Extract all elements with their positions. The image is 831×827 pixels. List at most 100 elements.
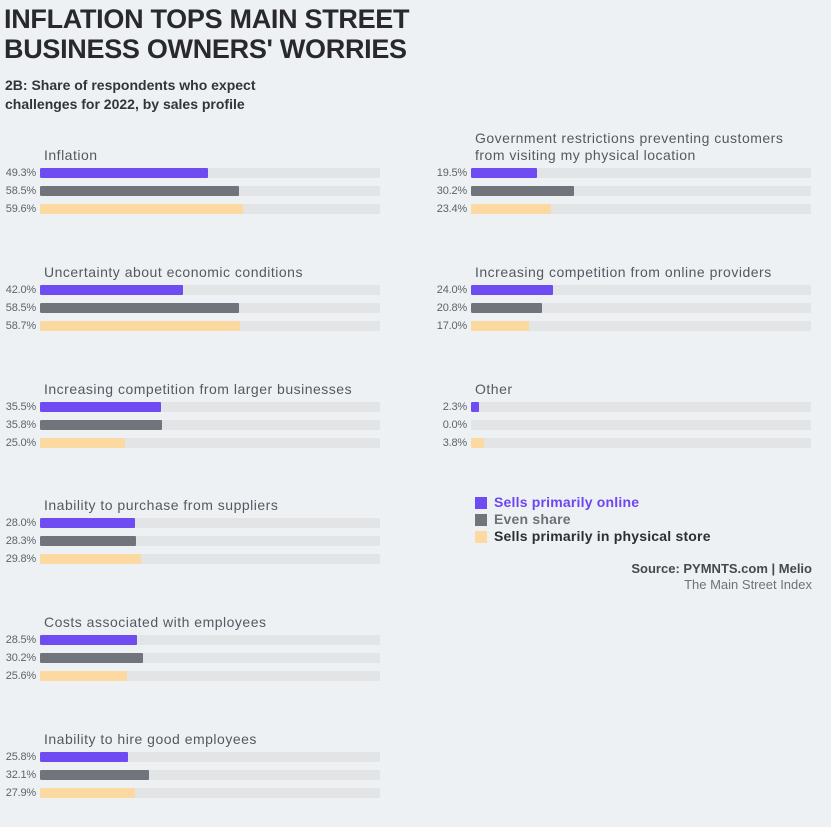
chart-hire-employees: Inability to hire good employees 25.8% 3… [0,731,380,799]
bar-value-label: 58.5% [5,302,36,314]
bar-physical-store [471,438,484,448]
bar-value-label: 58.5% [5,185,36,197]
bar-row-physical: 25.6% [0,670,380,682]
legend-item-physical-store: Sells primarily in physical store [475,528,711,544]
page-title-line1: INFLATION TOPS MAIN STREET [4,4,410,34]
bar-row-physical: 3.8% [431,437,811,449]
bar-physical-store [40,788,135,798]
bar-track [40,186,380,196]
bar-row-online: 35.5% [0,401,380,413]
bar-physical-store [40,321,240,331]
bar-track [471,303,811,313]
bar-track [40,752,380,762]
bar-row-even: 0.0% [431,420,811,431]
bar-track [40,653,380,663]
chart-title: Costs associated with employees [44,613,267,630]
chart-subtitle-line2: challenges for 2022, by sales profile [5,96,245,112]
bar-value-label: 23.4% [436,203,467,215]
bar-track [471,321,811,331]
chart-competition-online-providers: Increasing competition from online provi… [431,264,811,332]
chart-employee-costs: Costs associated with employees 28.5% 30… [0,614,380,682]
bar-track [471,186,811,196]
bar-track [471,168,811,178]
legend-label-online: Sells primarily online [494,494,640,510]
bar-track [40,788,380,798]
bar-value-label: 3.8% [442,437,467,449]
bar-row-online: 19.5% [431,167,811,179]
bar-even-share [40,770,150,780]
bar-track [40,536,380,546]
bar-track [471,402,811,412]
bar-value-label: 59.6% [5,203,36,215]
bar-value-label: 30.2% [5,652,36,664]
bar-online [40,402,161,412]
bar-track [40,303,380,313]
bar-value-label: 42.0% [5,284,36,296]
chart-title: Government restrictions preventing custo… [475,130,784,163]
bar-value-label: 28.3% [5,535,36,547]
bar-track [40,420,380,430]
bar-row-online: 42.0% [0,284,380,296]
bar-row-online: 28.0% [0,518,380,529]
chart-title: Inability to hire good employees [44,730,257,747]
bar-online [471,285,553,295]
page-title-line2: BUSINESS OWNERS' WORRIES [4,34,407,64]
bar-online [40,285,183,295]
chart-inflation: Inflation 49.3% 58.5% 59.6% [0,147,380,215]
bar-value-label: 24.0% [436,284,467,296]
bar-row-online: 25.8% [0,751,380,763]
bar-track [40,204,380,214]
chart-title: Uncertainty about economic conditions [44,263,303,280]
bar-value-label: 19.5% [436,167,467,179]
bar-row-physical: 27.9% [0,788,380,799]
bar-value-label: 25.0% [5,437,36,449]
bar-even-share [40,653,143,663]
bar-value-label: 32.1% [5,769,36,781]
bar-row-online: 24.0% [431,284,811,296]
bar-track [40,168,380,178]
bar-row-even: 28.3% [0,535,380,547]
bar-value-label: 25.8% [5,751,36,763]
legend-swatch-even-share [475,513,487,526]
chart-purchase-suppliers: Inability to purchase from suppliers 28.… [0,497,380,565]
bar-physical-store [40,204,243,214]
bar-value-label: 28.5% [5,634,36,646]
chart-competition-larger-businesses: Increasing competition from larger busin… [0,381,380,449]
bar-value-label: 49.3% [5,167,36,179]
bar-track [40,438,380,448]
chart-subtitle: 2B: Share of respondents who expect chall… [5,76,256,114]
bar-physical-store [40,438,125,448]
bar-value-label: 30.2% [436,185,467,197]
bar-value-label: 17.0% [436,320,467,332]
chart-economic-uncertainty: Uncertainty about economic conditions 42… [0,264,380,332]
bar-track [40,518,380,528]
bar-physical-store [471,204,551,214]
bar-track [40,671,380,681]
bar-track [40,402,380,412]
bar-even-share [471,186,574,196]
bar-track [471,420,811,430]
chart-title: Inflation [44,146,98,163]
bar-row-physical: 29.8% [0,554,380,565]
bar-row-even: 58.5% [0,302,380,314]
legend: Sells primarily online Even share Sells … [475,494,711,547]
bar-online [471,402,479,412]
bar-row-even: 32.1% [0,769,380,781]
legend-label-physical-store: Sells primarily in physical store [494,528,711,544]
bar-value-label: 35.5% [5,401,36,413]
legend-item-even-share: Even share [475,512,711,526]
bar-online [40,752,128,762]
legend-swatch-physical-store [475,530,487,543]
bar-value-label: 25.6% [5,670,36,682]
bar-online [40,518,136,528]
bar-value-label: 35.8% [5,419,36,431]
chart-title: Increasing competition from online provi… [475,263,772,280]
source-line: Source: PYMNTS.com | Melio [631,561,812,576]
source-index-name: The Main Street Index [684,577,812,592]
bar-physical-store [471,321,529,331]
bar-value-label: 58.7% [5,320,36,332]
chart-title: Other [475,380,513,397]
bar-even-share [40,420,162,430]
chart-government-restrictions: Government restrictions preventing custo… [431,130,811,215]
